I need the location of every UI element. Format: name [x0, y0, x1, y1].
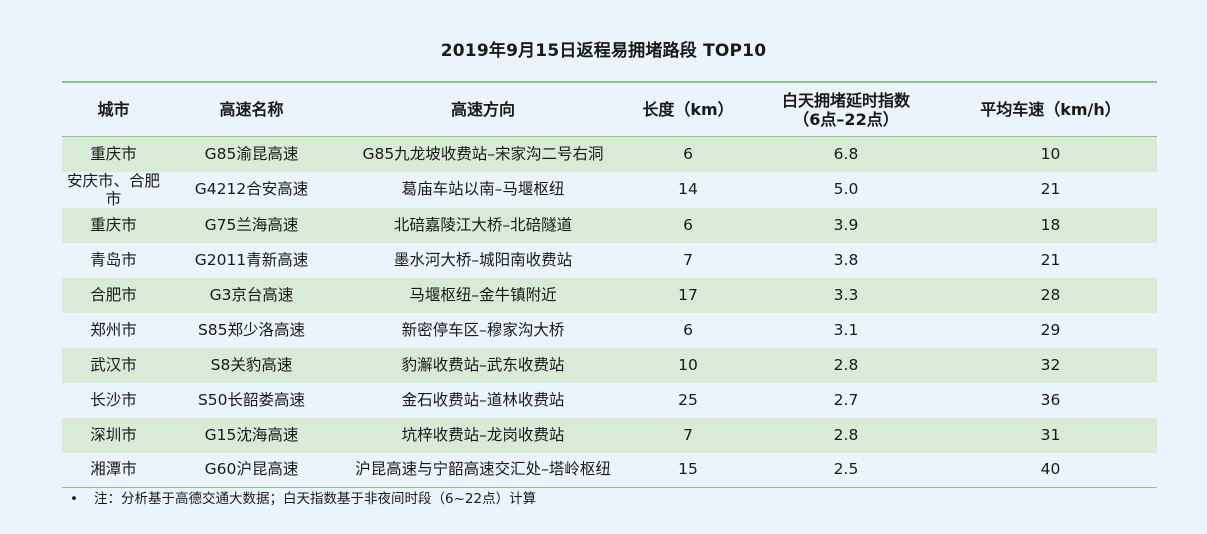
cell-city: 湘潭市: [62, 452, 165, 488]
cell-highway-name: S85郑少洛高速: [197, 320, 306, 339]
cell-avg-speed: 28: [944, 277, 1157, 313]
page-title: 2019年9月15日返程易拥堵路段 TOP10: [440, 41, 767, 61]
cell-delay-index: 3.8: [833, 250, 859, 269]
cell-length: 6: [628, 207, 748, 243]
cell-delay-index: 5.0: [833, 180, 859, 198]
table-header-row: 城市 高速名称 高速方向 长度（km） 白天拥堵延时指数 （6点–22点） 平均…: [62, 81, 1157, 137]
footnote-text: 注：分析基于高德交通大数据；白天指数基于非夜间时段（6~22点）计算: [94, 491, 537, 507]
cell-length: 7: [683, 250, 693, 269]
cell-city: 深圳市: [62, 417, 165, 453]
cell-direction: 北碚嘉陵江大桥–北碚隧道: [338, 207, 628, 243]
header-delay-index-line1: 白天拥堵延时指数: [781, 90, 910, 110]
cell-length: 6: [683, 320, 693, 339]
header-city: 城市: [62, 81, 165, 137]
cell-avg-speed: 32: [944, 347, 1157, 383]
cell-length: 10: [628, 347, 748, 383]
cell-avg-speed: 21: [1040, 180, 1061, 198]
header-avg-speed: 平均车速（km/h）: [944, 81, 1157, 137]
cell-delay-index: 2.8: [748, 417, 944, 453]
cell-length: 14: [678, 180, 698, 198]
cell-highway-name: G85渝昆高速: [165, 136, 338, 172]
cell-length: 25: [678, 390, 698, 409]
cell-direction: 金石收费站–道林收费站: [401, 390, 565, 409]
cell-highway-name: G15沈海高速: [165, 417, 338, 453]
cell-delay-index: 3.9: [748, 207, 944, 243]
cell-city: 青岛市: [90, 250, 137, 269]
table-row: 合肥市 G3京台高速 马堰枢纽–金牛镇附近 17 3.3 28: [62, 277, 1157, 313]
cell-highway-name: G75兰海高速: [165, 207, 338, 243]
table-row: 青岛市 G2011青新高速 墨水河大桥–城阳南收费站 7 3.8 21: [62, 243, 1157, 278]
cell-direction: 沪昆高速与宁韶高速交汇处–塔岭枢纽: [338, 452, 628, 488]
cell-delay-index: 2.8: [748, 347, 944, 383]
table-row: 武汉市 S8关豹高速 豹澥收费站–武东收费站 10 2.8 32: [62, 347, 1157, 383]
cell-avg-speed: 21: [1040, 250, 1061, 269]
cell-city: 重庆市: [62, 136, 165, 172]
cell-avg-speed: 10: [944, 136, 1157, 172]
header-highway-name: 高速名称: [165, 81, 338, 137]
cell-direction: 坑梓收费站–龙岗收费站: [338, 417, 628, 453]
cell-length: 6: [628, 136, 748, 172]
table-row: 湘潭市 G60沪昆高速 沪昆高速与宁韶高速交汇处–塔岭枢纽 15 2.5 40: [62, 452, 1157, 488]
cell-delay-index: 2.5: [748, 452, 944, 488]
cell-length: 15: [628, 452, 748, 488]
footnote-bullet: •: [70, 491, 78, 507]
table-row: 郑州市 S85郑少洛高速 新密停车区–穆家沟大桥 6 3.1 29: [62, 313, 1157, 348]
cell-length: 17: [628, 277, 748, 313]
cell-avg-speed: 29: [1040, 320, 1061, 339]
cell-highway-name: G4212合安高速: [194, 180, 309, 198]
cell-city: 武汉市: [62, 347, 165, 383]
cell-avg-speed: 36: [1040, 390, 1061, 409]
cell-direction: 新密停车区–穆家沟大桥: [401, 320, 565, 339]
congestion-table: 城市 高速名称 高速方向 长度（km） 白天拥堵延时指数 （6点–22点） 平均…: [62, 81, 1157, 488]
cell-city: 重庆市: [62, 207, 165, 243]
cell-avg-speed: 40: [944, 452, 1157, 488]
header-length: 长度（km）: [628, 81, 748, 137]
footnote: • 注：分析基于高德交通大数据；白天指数基于非夜间时段（6~22点）计算: [70, 487, 536, 507]
cell-length: 7: [628, 417, 748, 453]
cell-delay-index: 3.1: [833, 320, 859, 339]
cell-city: 郑州市: [90, 320, 137, 339]
cell-highway-name: G60沪昆高速: [165, 452, 338, 488]
cell-direction: 墨水河大桥–城阳南收费站: [393, 250, 573, 269]
cell-direction: 葛庙车站以南–马堰枢纽: [401, 180, 565, 198]
table-row: 重庆市 G75兰海高速 北碚嘉陵江大桥–北碚隧道 6 3.9 18: [62, 207, 1157, 243]
cell-city: 长沙市: [90, 390, 137, 409]
cell-direction: G85九龙坡收费站–宋家沟二号右洞: [338, 136, 628, 172]
table-row: 安庆市、合肥市 G4212合安高速 葛庙车站以南–马堰枢纽 14 5.0 21: [62, 172, 1157, 208]
header-delay-index-line2: （6点–22点）: [793, 109, 899, 129]
cell-avg-speed: 18: [944, 207, 1157, 243]
cell-highway-name: S8关豹高速: [165, 347, 338, 383]
header-delay-index: 白天拥堵延时指数 （6点–22点）: [748, 81, 944, 137]
cell-highway-name: G2011青新高速: [194, 250, 309, 269]
table-row: 重庆市 G85渝昆高速 G85九龙坡收费站–宋家沟二号右洞 6 6.8 10: [62, 136, 1157, 172]
table-row: 深圳市 G15沈海高速 坑梓收费站–龙岗收费站 7 2.8 31: [62, 417, 1157, 453]
cell-highway-name: S50长韶娄高速: [197, 390, 306, 409]
table-row: 长沙市 S50长韶娄高速 金石收费站–道林收费站 25 2.7 36: [62, 383, 1157, 418]
cell-delay-index: 6.8: [748, 136, 944, 172]
cell-city: 合肥市: [62, 277, 165, 313]
cell-avg-speed: 31: [944, 417, 1157, 453]
cell-highway-name: G3京台高速: [165, 277, 338, 313]
cell-delay-index: 3.3: [748, 277, 944, 313]
cell-delay-index: 2.7: [833, 390, 859, 409]
cell-city: 安庆市、合肥市: [66, 171, 160, 208]
header-direction: 高速方向: [338, 81, 628, 137]
cell-direction: 豹澥收费站–武东收费站: [338, 347, 628, 383]
cell-direction: 马堰枢纽–金牛镇附近: [338, 277, 628, 313]
